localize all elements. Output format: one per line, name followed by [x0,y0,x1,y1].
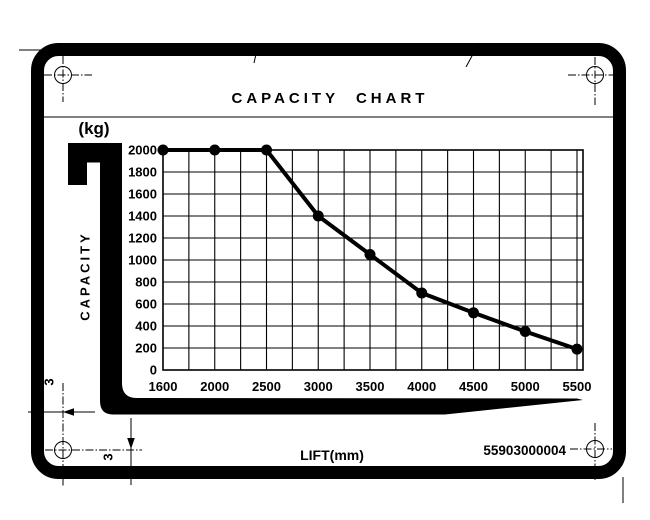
x-tick-label: 5500 [563,379,592,394]
dimension-bottom-label: 3 [100,453,115,460]
y-tick-label: 200 [135,341,157,356]
x-tick-label: 2000 [200,379,229,394]
dimension-bottom: 3 [100,418,135,485]
capacity-curve-chart: 0 200 400 600 800 1000 1200 1400 1600 1800 2000 160… [128,143,591,395]
plate-border [31,43,626,479]
forklift-fork-silhouette [68,143,583,415]
x-tick-label: 3500 [356,379,385,394]
data-point [209,144,221,156]
data-point [364,249,376,260]
arrow-left-icon [63,408,74,416]
y-tick-label: 0 [150,363,157,378]
y-tick-label: 1600 [128,187,157,202]
dimension-left-label: 3 [41,378,56,385]
plot-border [162,149,584,371]
registration-marks [19,42,624,503]
part-number: 55903000004 [483,443,566,458]
y-tick-label: 1800 [128,165,157,180]
y-axis-unit: (kg) [78,119,109,138]
x-tick-label: 3000 [304,379,333,394]
y-tick-label: 2000 [128,143,157,158]
hole-top-left [44,56,92,102]
y-tick-label: 600 [135,297,157,312]
x-tick-label: 4500 [459,379,488,394]
dimension-left: 3 [28,378,95,416]
x-axis-title: LIFT(mm) [300,447,364,463]
data-point [157,144,169,156]
data-point [261,144,272,156]
x-tick-label: 5000 [511,379,540,394]
data-point [416,287,428,299]
data-point [468,307,479,319]
hole-bottom-left [45,383,142,487]
chart-title: CAPACITY CHART [232,90,429,107]
data-point [571,343,583,355]
y-tick-label: 1200 [128,231,157,246]
x-tick-label: 2500 [252,379,281,394]
x-tick-label: 4000 [407,379,436,394]
hole-bottom-right [570,423,612,480]
hole-top-right [568,57,620,105]
y-tick-label: 400 [135,319,157,334]
data-point [519,326,531,337]
y-tick-label: 800 [135,275,157,290]
y-axis-title: CAPACITY [77,231,92,320]
arrow-down-icon [127,438,135,449]
y-tick-label: 1000 [128,253,157,268]
x-tick-label: 1600 [149,379,178,394]
data-point [312,210,324,222]
y-tick-label: 1400 [128,209,157,224]
mounting-holes [44,56,620,487]
